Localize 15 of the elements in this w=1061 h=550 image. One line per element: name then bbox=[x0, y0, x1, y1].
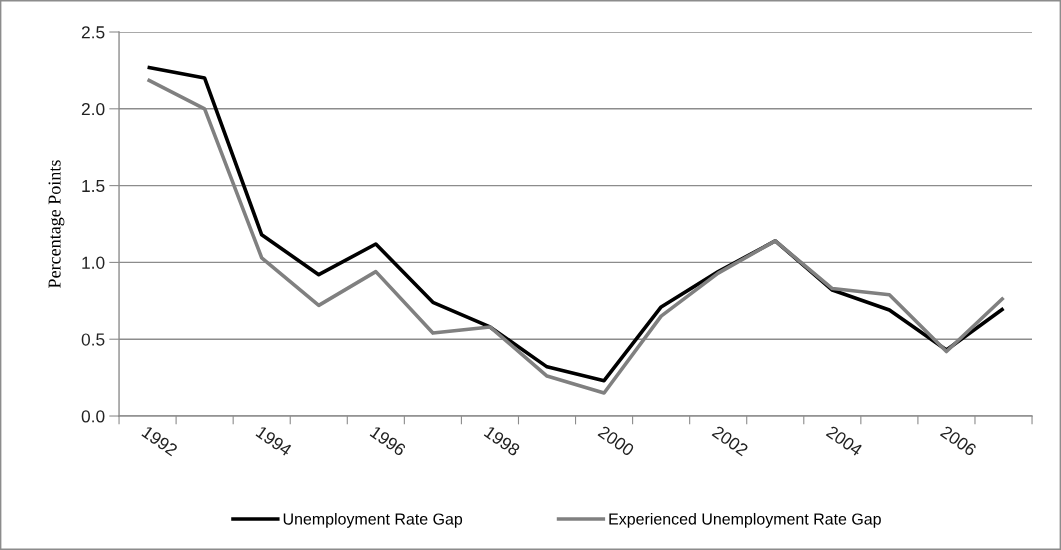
y-tick-label: 1.0 bbox=[82, 256, 105, 269]
y-tick-label: 2.0 bbox=[81, 102, 105, 116]
y-tick-label: 2.5 bbox=[81, 26, 105, 39]
x-tick-label: 1994 bbox=[255, 425, 293, 457]
y-tick-label: 0.5 bbox=[81, 333, 105, 346]
legend-label: Experienced Unemployment Rate Gap bbox=[609, 512, 881, 528]
legend-label: Unemployment Rate Gap bbox=[283, 512, 463, 528]
y-axis-title: Percentage Points bbox=[48, 160, 65, 288]
y-tick-label: 0.0 bbox=[81, 410, 105, 423]
x-tick-label: 2006 bbox=[939, 425, 978, 457]
x-tick-label: 1992 bbox=[141, 425, 179, 457]
x-tick-label: 1996 bbox=[369, 425, 407, 457]
x-tick-label: 2000 bbox=[597, 425, 635, 457]
x-tick-label: 1998 bbox=[483, 425, 521, 457]
y-tick-label: 1.5 bbox=[82, 179, 105, 193]
